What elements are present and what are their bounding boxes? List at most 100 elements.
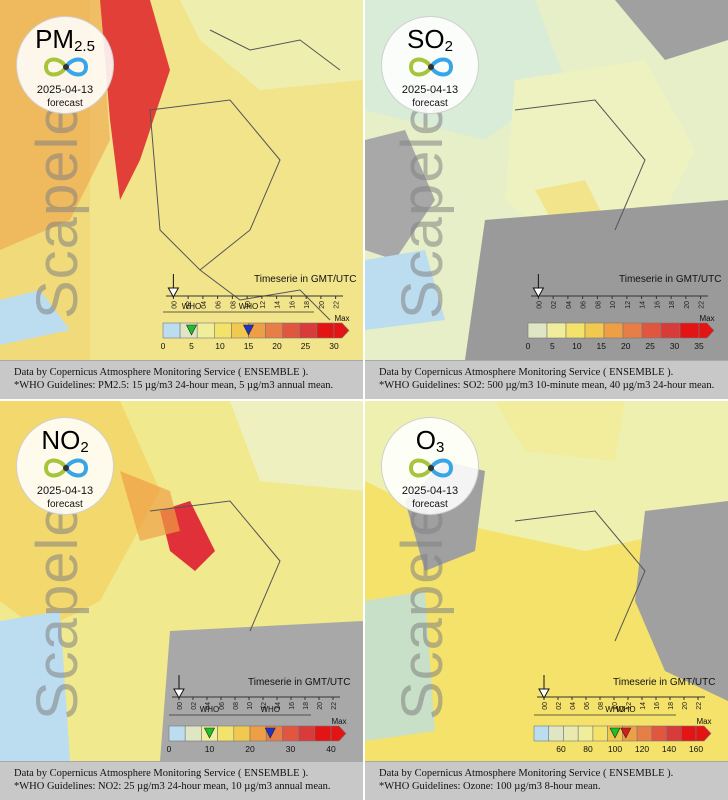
time-and-color-scale[interactable]: 00 02 04 06 08 10 12 14 16 18 20 22 Max 0 5 10 15 20 25 30 W… <box>0 0 363 360</box>
scale-cell <box>299 322 318 339</box>
who-marker-icon <box>264 727 276 739</box>
hour-label[interactable]: 22 <box>699 301 706 309</box>
hour-label[interactable]: 20 <box>317 702 324 710</box>
hour-label[interactable]: 10 <box>612 702 619 710</box>
hour-label[interactable]: 02 <box>186 301 193 309</box>
hour-label[interactable]: 22 <box>696 702 703 710</box>
map-area[interactable]: Scapeler NO2 2025-04-13 forecast Timeser… <box>0 401 363 761</box>
hour-label[interactable]: 08 <box>230 301 237 309</box>
hour-label[interactable]: 06 <box>219 702 226 710</box>
hour-label[interactable]: 16 <box>289 301 296 309</box>
pollutant-name: O3 <box>415 425 445 456</box>
hour-label[interactable]: 20 <box>682 702 689 710</box>
scale-cell <box>592 725 608 742</box>
hour-label[interactable]: 04 <box>205 702 212 710</box>
scale-cell <box>282 725 299 742</box>
pollutant-badge: PM2.5 2025-04-13 forecast <box>16 16 114 114</box>
scale-tick-label: 25 <box>645 341 655 351</box>
hour-label[interactable]: 16 <box>654 702 661 710</box>
scale-tick-label: 0 <box>161 341 166 351</box>
infinity-logo-icon <box>43 57 89 77</box>
hour-label[interactable]: 08 <box>598 702 605 710</box>
scale-cell <box>527 322 548 339</box>
pollutant-name: PM2.5 <box>35 24 95 55</box>
hour-label[interactable]: 10 <box>610 301 617 309</box>
hour-label[interactable]: 18 <box>668 702 675 710</box>
hour-label[interactable]: 06 <box>216 301 223 309</box>
hour-label[interactable]: 12 <box>625 301 632 309</box>
map-area[interactable]: Scapeler PM2.5 2025-04-13 forecast Times… <box>0 0 363 360</box>
who-label: WHO <box>239 302 259 311</box>
map-area[interactable]: Scapeler O3 2025-04-13 forecast Timeseri… <box>365 401 728 761</box>
time-and-color-scale[interactable]: 00 02 04 06 08 10 12 14 16 18 20 22 Max 0 5 10 15 20 25 30 3… <box>365 0 728 360</box>
hour-label[interactable]: 20 <box>319 301 326 309</box>
scale-cell <box>233 725 251 742</box>
hour-label[interactable]: 12 <box>261 702 268 710</box>
time-and-color-scale[interactable]: 00 02 04 06 08 10 12 14 16 18 20 22 Max 60 80 100 120 140… <box>365 401 728 761</box>
caption: Data by Copernicus Atmosphere Monitoring… <box>0 761 363 800</box>
hour-label[interactable]: 20 <box>684 301 691 309</box>
current-time-arrow-icon[interactable] <box>173 688 185 700</box>
hour-label[interactable]: 02 <box>556 702 563 710</box>
hour-label[interactable]: 12 <box>260 301 267 309</box>
who-label: WHO <box>605 705 625 714</box>
scale-tick-label: 60 <box>556 744 566 754</box>
hour-label[interactable]: 14 <box>275 702 282 710</box>
hour-label[interactable]: 08 <box>233 702 240 710</box>
pollutant-name: SO2 <box>407 24 453 55</box>
scale-tick-label: 0 <box>167 744 172 754</box>
time-and-color-scale[interactable]: 00 02 04 06 08 10 12 14 16 18 20 22 Max 0 10 20 30 40 WHO W… <box>0 401 363 761</box>
hour-label[interactable]: 00 <box>171 301 178 309</box>
hour-label[interactable]: 06 <box>584 702 591 710</box>
scale-cell <box>168 725 186 742</box>
hour-label[interactable]: 04 <box>201 301 208 309</box>
hour-label[interactable]: 18 <box>303 702 310 710</box>
current-time-arrow-icon[interactable] <box>532 287 545 299</box>
hour-label[interactable]: 22 <box>331 702 338 710</box>
hour-label[interactable]: 00 <box>177 702 184 710</box>
max-label: Max <box>334 314 349 323</box>
hour-label[interactable]: 12 <box>626 702 633 710</box>
scale-tick-label: 15 <box>244 341 254 351</box>
scale-tick-label: 40 <box>326 744 336 754</box>
scale-cell <box>603 322 624 339</box>
hour-label[interactable]: 22 <box>334 301 341 309</box>
current-time-arrow-icon[interactable] <box>167 287 180 299</box>
hour-label[interactable]: 00 <box>536 301 543 309</box>
hour-label[interactable]: 04 <box>570 702 577 710</box>
hour-label[interactable]: 18 <box>669 301 676 309</box>
hour-label[interactable]: 06 <box>581 301 588 309</box>
scale-tick-label: 120 <box>635 744 649 754</box>
who-marker-icon <box>186 324 197 336</box>
hour-label[interactable]: 00 <box>542 702 549 710</box>
scale-cell <box>584 322 605 339</box>
current-time-arrow-icon[interactable] <box>538 688 550 700</box>
scale-cell <box>298 725 316 742</box>
timeserie-label: Timeserie in GMT/UTC <box>248 677 351 688</box>
hour-label[interactable]: 14 <box>275 301 282 309</box>
hour-label[interactable]: 16 <box>289 702 296 710</box>
panel-o3: Scapeler O3 2025-04-13 forecast Timeseri… <box>365 401 728 800</box>
scale-cell <box>217 725 235 742</box>
hour-label[interactable]: 02 <box>551 301 558 309</box>
max-arrow-icon <box>698 322 715 339</box>
forecast-date: 2025-04-13 <box>401 485 459 497</box>
hour-label[interactable]: 18 <box>304 301 311 309</box>
scale-cell <box>563 725 579 742</box>
hour-label[interactable]: 02 <box>191 702 198 710</box>
hour-label[interactable]: 16 <box>654 301 661 309</box>
pollutant-badge: O3 2025-04-13 forecast <box>381 417 479 515</box>
scale-tick-label: 30 <box>670 341 680 351</box>
scale-cell <box>184 725 202 742</box>
hour-label[interactable]: 14 <box>640 702 647 710</box>
hour-label[interactable]: 04 <box>566 301 573 309</box>
hour-label[interactable]: 08 <box>595 301 602 309</box>
scale-tick-label: 20 <box>245 744 255 754</box>
scale-tick-label: 30 <box>329 341 339 351</box>
hour-label[interactable]: 10 <box>245 301 252 309</box>
hour-label[interactable]: 14 <box>640 301 647 309</box>
map-area[interactable]: Scapeler SO2 2025-04-13 forecast Timeser… <box>365 0 728 360</box>
hour-label[interactable]: 10 <box>247 702 254 710</box>
scale-cell <box>548 725 564 742</box>
